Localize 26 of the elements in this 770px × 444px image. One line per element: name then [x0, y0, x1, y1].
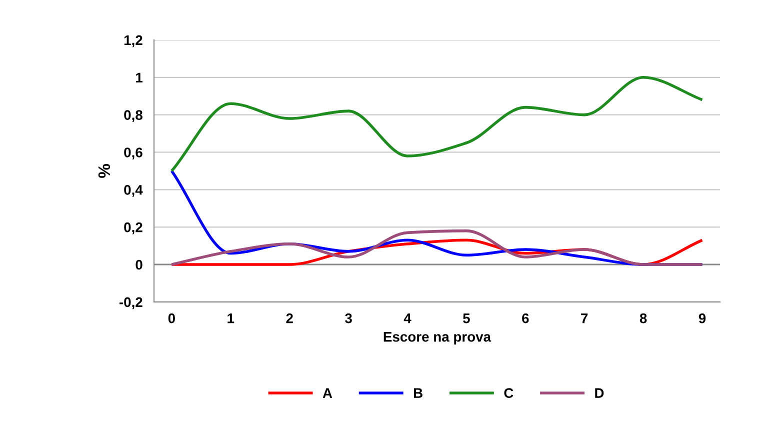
x-tick-label: 8 [640, 313, 647, 324]
y-tick-label: 0,4 [124, 184, 143, 197]
y-axis-title: % [98, 164, 110, 178]
line-series [170, 76, 704, 172]
x-tick-label: 3 [345, 313, 352, 324]
legend-label: A [322, 388, 332, 398]
legend-label: B [414, 388, 422, 398]
legend-label: D [595, 388, 604, 398]
legend-label: C [504, 388, 514, 398]
x-tick-label: 9 [698, 313, 706, 324]
x-tick-label: 7 [581, 314, 588, 324]
y-tick-label: 0,8 [124, 110, 142, 122]
x-tick-label: 0 [168, 313, 175, 324]
x-tick-label: 5 [463, 314, 470, 324]
y-tick-label: -0,2 [120, 297, 142, 310]
x-tick-label: 1 [228, 314, 234, 324]
x-tick-label: 2 [286, 313, 293, 324]
y-tick-label: 0 [136, 260, 142, 270]
y-tick-label: 0,6 [124, 148, 142, 160]
x-tick-label: 4 [404, 314, 412, 324]
y-tick-label: 1 [136, 72, 143, 82]
x-axis-title: Escore na prova [384, 332, 492, 344]
y-tick-label: 0,2 [124, 222, 142, 234]
line-series [170, 229, 704, 266]
y-tick-label: 1,2 [124, 35, 142, 48]
x-tick-label: 6 [522, 313, 529, 324]
